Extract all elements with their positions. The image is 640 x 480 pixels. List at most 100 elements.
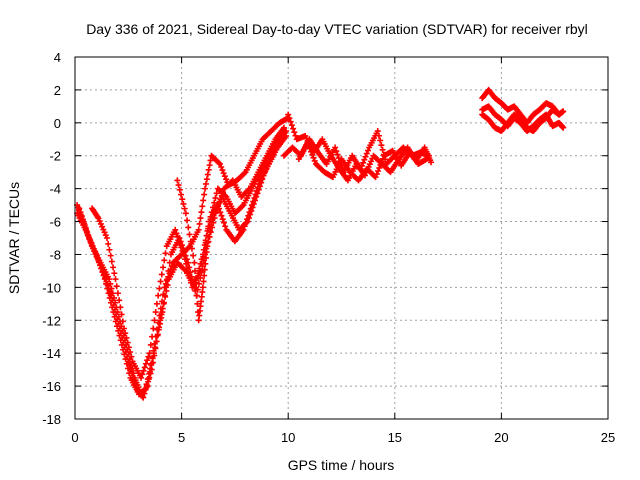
data-point: [362, 153, 369, 160]
data-point: [127, 349, 134, 356]
y-tick-label: -14: [42, 346, 61, 361]
data-point: [121, 351, 128, 358]
data-point: [187, 238, 194, 245]
data-point: [207, 157, 214, 164]
data-point: [178, 244, 185, 251]
y-tick-label: 4: [54, 50, 61, 65]
data-point: [107, 299, 114, 306]
data-point: [103, 280, 110, 287]
x-tick-label: 20: [494, 430, 508, 445]
data-point: [101, 276, 108, 283]
data-point: [155, 326, 162, 333]
data-point: [78, 212, 85, 219]
data-point: [217, 196, 224, 203]
data-point: [121, 325, 128, 332]
data-point: [156, 320, 163, 327]
data-point: [255, 184, 262, 191]
x-tick-label: 10: [281, 430, 295, 445]
data-point: [149, 333, 156, 340]
data-point: [205, 225, 212, 232]
data-point: [192, 267, 199, 274]
data-point: [290, 125, 297, 132]
data-point: [375, 168, 382, 175]
data-point: [181, 205, 188, 212]
data-point: [308, 148, 315, 155]
data-point: [204, 171, 211, 178]
data-point: [252, 191, 259, 198]
data-point: [217, 209, 224, 216]
data-point: [200, 278, 207, 285]
data-point: [305, 142, 312, 149]
data-point: [378, 158, 385, 165]
data-point: [141, 364, 148, 371]
data-point: [292, 132, 299, 139]
data-point: [560, 124, 567, 131]
data-point: [116, 297, 123, 304]
y-tick-label: -8: [49, 247, 61, 262]
data-point: [185, 270, 192, 277]
data-point: [122, 330, 129, 337]
data-point: [199, 284, 206, 291]
data-point: [555, 111, 562, 118]
data-point: [223, 176, 230, 183]
data-point: [248, 202, 255, 209]
data-point: [201, 191, 208, 198]
data-point: [375, 132, 382, 139]
data-point: [218, 192, 225, 199]
data-point: [125, 344, 132, 351]
data-point: [122, 356, 129, 363]
data-point: [161, 292, 168, 299]
data-point: [106, 246, 113, 253]
data-point: [82, 224, 89, 231]
data-point: [209, 224, 216, 231]
data-point: [222, 223, 229, 230]
data-point: [174, 177, 181, 184]
data-point: [118, 341, 125, 348]
data-point: [376, 164, 383, 171]
data-point: [116, 332, 123, 339]
x-tick-label: 15: [388, 430, 402, 445]
data-point: [81, 220, 88, 227]
data-point: [183, 260, 190, 267]
data-point: [190, 252, 197, 259]
data-point: [186, 231, 193, 238]
data-point: [181, 256, 188, 263]
y-tick-label: -18: [42, 412, 61, 427]
data-point: [291, 129, 298, 136]
data-point: [99, 269, 106, 276]
data-point: [372, 174, 379, 181]
data-point: [142, 386, 149, 393]
data-point: [206, 233, 213, 240]
data-point: [152, 344, 159, 351]
data-point: [212, 195, 219, 202]
data-point: [202, 254, 209, 261]
data-point: [220, 189, 227, 196]
data-point: [144, 376, 151, 383]
data-point: [128, 353, 135, 360]
grid-layer: [75, 57, 608, 419]
data-point: [100, 272, 107, 279]
data-point: [220, 219, 227, 226]
data-point: [207, 229, 214, 236]
data-point: [111, 270, 118, 277]
data-point: [150, 325, 157, 332]
data-point: [119, 318, 126, 325]
data-point: [175, 237, 182, 244]
data-point: [117, 304, 124, 311]
data-point: [247, 205, 254, 212]
data-point: [310, 154, 317, 161]
data-point: [114, 323, 121, 330]
y-tick-label: 2: [54, 83, 61, 98]
data-point: [202, 185, 209, 192]
x-tick-label: 25: [601, 430, 615, 445]
data-point: [177, 191, 184, 198]
data-point: [166, 259, 173, 266]
data-point: [180, 200, 187, 207]
data-point: [160, 300, 167, 307]
data-point: [112, 318, 119, 325]
data-point: [111, 313, 118, 320]
data-point: [360, 159, 367, 166]
y-tick-label: -16: [42, 379, 61, 394]
